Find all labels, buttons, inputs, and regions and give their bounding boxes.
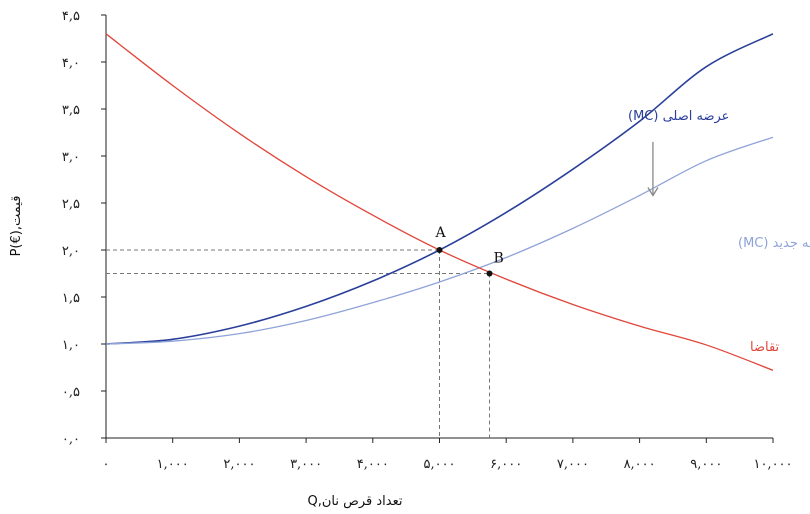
- x-tick-label: ۳,۰۰۰: [290, 457, 322, 472]
- curves: [105, 33, 774, 371]
- dashed-guides: [106, 249, 491, 438]
- x-tick-label: ۰: [103, 457, 110, 472]
- x-tick-label: ۱,۰۰۰: [157, 457, 189, 472]
- original-supply-label: عرضه اصلی (MC): [628, 109, 729, 124]
- y-tick-label: ۴,۰: [62, 56, 80, 71]
- x-axis-title: Q,تعداد قرص نان: [308, 494, 403, 509]
- point-label-a: A: [435, 225, 447, 241]
- shift-arrow: [647, 141, 659, 197]
- y-tick-label: ۲,۰: [62, 244, 80, 259]
- x-tick-label: ۹,۰۰۰: [690, 457, 722, 472]
- equilibrium-points: AB: [435, 225, 504, 277]
- x-tick-label: ۱۰,۰۰۰: [753, 457, 792, 472]
- x-ticks: ۰ ۱,۰۰۰ ۲,۰۰۰ ۳,۰۰۰ ۴,۰۰۰ ۵,۰۰۰ ۶,۰۰۰ ۷,۰۰۰ ۸,۰۰…: [103, 438, 793, 472]
- original-supply-curve: [105, 33, 774, 345]
- x-tick-label: ۶,۰۰۰: [490, 457, 522, 472]
- y-tick-label: ۴,۵: [62, 9, 80, 24]
- x-tick-label: ۵,۰۰۰: [423, 457, 455, 472]
- new-supply-curve: [105, 136, 774, 345]
- y-tick-label: ۱,۵: [62, 291, 80, 306]
- point-a: [436, 247, 443, 253]
- demand-curve: [105, 33, 774, 371]
- y-tick-label: ۰,۰: [62, 432, 80, 447]
- new-supply-label: عرضه جدید (MC): [738, 236, 810, 251]
- point-b: [486, 270, 493, 277]
- x-tick-label: ۴,۰۰۰: [357, 457, 389, 472]
- x-tick-label: ۲,۰۰۰: [223, 457, 255, 472]
- y-axis-title: P(€),قیمت: [9, 196, 24, 257]
- curve-labels: عرضه اصلی (MC) عرضه جدید (MC) تقاضا: [628, 109, 810, 355]
- point-label-b: B: [494, 251, 504, 267]
- y-ticks: ۰,۰ ۰,۵ ۱,۰ ۱,۵ ۲,۰ ۲,۵ ۳,۰ ۳,۵ ۴,۰ ۴,۵: [62, 9, 106, 447]
- shift-arrow-head: [647, 187, 659, 197]
- y-tick-label: ۰,۵: [62, 385, 80, 400]
- x-tick-label: ۷,۰۰۰: [557, 457, 589, 472]
- y-tick-label: ۲,۵: [62, 197, 80, 212]
- y-tick-label: ۳,۰: [62, 150, 80, 165]
- x-tick-label: ۸,۰۰۰: [624, 457, 656, 472]
- y-tick-label: ۳,۵: [62, 103, 80, 118]
- demand-label: تقاضا: [750, 340, 780, 355]
- y-tick-label: ۱,۰: [62, 338, 80, 353]
